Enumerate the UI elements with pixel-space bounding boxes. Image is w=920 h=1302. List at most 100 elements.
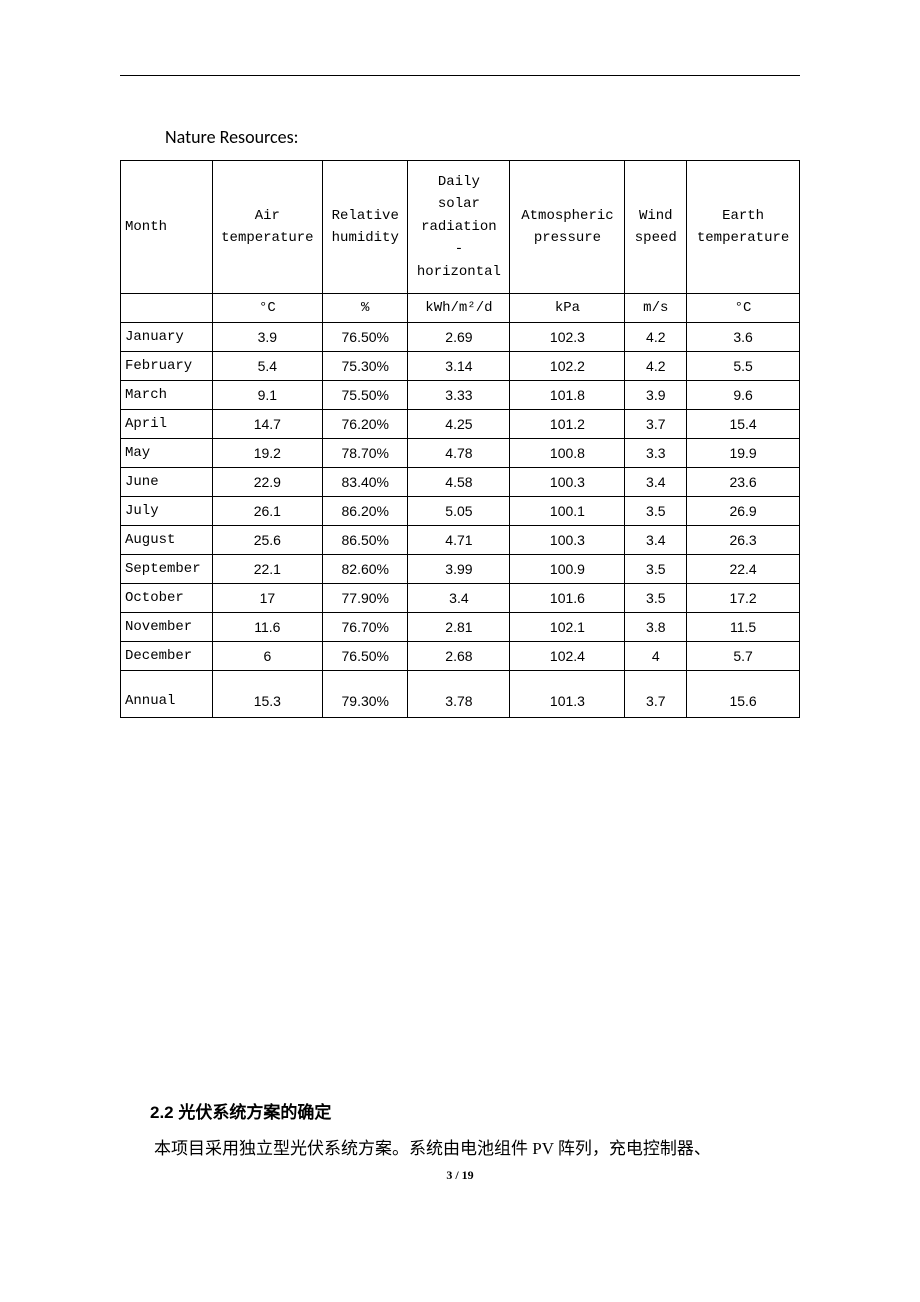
data-cell: 3.7: [625, 409, 687, 438]
data-cell: 3.4: [408, 583, 510, 612]
month-cell: November: [121, 612, 213, 641]
table-unit-cell: kWh/m²/d: [408, 293, 510, 322]
table-unit-cell: °C: [687, 293, 800, 322]
data-cell: 75.30%: [323, 351, 408, 380]
month-cell: December: [121, 641, 213, 670]
data-cell: 19.9: [687, 438, 800, 467]
data-cell: 17.2: [687, 583, 800, 612]
section-title: Nature Resources:: [165, 126, 800, 148]
data-cell: 3.5: [625, 554, 687, 583]
data-cell: 76.70%: [323, 612, 408, 641]
data-cell: 102.1: [510, 612, 625, 641]
data-cell: 100.9: [510, 554, 625, 583]
data-cell: 86.50%: [323, 525, 408, 554]
data-cell: 26.9: [687, 496, 800, 525]
table-row: April14.776.20%4.25101.23.715.4: [121, 409, 800, 438]
data-cell: 4.2: [625, 351, 687, 380]
data-cell: 26.3: [687, 525, 800, 554]
data-cell: 101.6: [510, 583, 625, 612]
data-cell: 5.05: [408, 496, 510, 525]
data-cell: 3.5: [625, 496, 687, 525]
data-cell: 75.50%: [323, 380, 408, 409]
table-header-cell: Windspeed: [625, 161, 687, 294]
table-unit-cell: m/s: [625, 293, 687, 322]
data-cell: 4.2: [625, 322, 687, 351]
data-cell: 9.1: [212, 380, 323, 409]
data-cell: 3.5: [625, 583, 687, 612]
table-row: February5.475.30%3.14102.24.25.5: [121, 351, 800, 380]
month-cell: January: [121, 322, 213, 351]
month-cell: April: [121, 409, 213, 438]
body-text: 本项目采用独立型光伏系统方案。系统由电池组件 PV 阵列，充电控制器、: [120, 1135, 800, 1162]
table-row: November11.676.70%2.81102.13.811.5: [121, 612, 800, 641]
month-cell: August: [121, 525, 213, 554]
table-row: October1777.90%3.4101.63.517.2: [121, 583, 800, 612]
data-cell: 101.8: [510, 380, 625, 409]
annual-data-cell: 3.78: [408, 670, 510, 717]
annual-data-cell: 15.3: [212, 670, 323, 717]
data-cell: 4.58: [408, 467, 510, 496]
data-cell: 78.70%: [323, 438, 408, 467]
data-cell: 4: [625, 641, 687, 670]
data-cell: 5.7: [687, 641, 800, 670]
data-cell: 3.4: [625, 525, 687, 554]
annual-data-cell: 79.30%: [323, 670, 408, 717]
table-header-cell: Month: [121, 161, 213, 294]
data-cell: 3.8: [625, 612, 687, 641]
month-cell: February: [121, 351, 213, 380]
data-cell: 11.5: [687, 612, 800, 641]
data-cell: 17: [212, 583, 323, 612]
header-rule: [120, 75, 800, 76]
data-cell: 6: [212, 641, 323, 670]
table-row: July26.186.20%5.05100.13.526.9: [121, 496, 800, 525]
data-cell: 22.1: [212, 554, 323, 583]
annual-month-cell: Annual: [121, 670, 213, 717]
table-header-cell: Earthtemperature: [687, 161, 800, 294]
data-cell: 102.4: [510, 641, 625, 670]
data-cell: 25.6: [212, 525, 323, 554]
table-unit-cell: [121, 293, 213, 322]
data-cell: 23.6: [687, 467, 800, 496]
data-cell: 100.8: [510, 438, 625, 467]
table-header-row: MonthAirtemperatureRelativehumidityDaily…: [121, 161, 800, 294]
month-cell: July: [121, 496, 213, 525]
data-cell: 22.9: [212, 467, 323, 496]
data-cell: 5.4: [212, 351, 323, 380]
data-cell: 76.50%: [323, 641, 408, 670]
data-cell: 9.6: [687, 380, 800, 409]
data-cell: 76.50%: [323, 322, 408, 351]
data-cell: 4.71: [408, 525, 510, 554]
data-cell: 26.1: [212, 496, 323, 525]
data-cell: 14.7: [212, 409, 323, 438]
data-cell: 3.14: [408, 351, 510, 380]
table-header-cell: Dailysolarradiation-horizontal: [408, 161, 510, 294]
table-row: September22.182.60%3.99100.93.522.4: [121, 554, 800, 583]
table-unit-cell: °C: [212, 293, 323, 322]
table-row: June22.983.40%4.58100.33.423.6: [121, 467, 800, 496]
annual-data-cell: 101.3: [510, 670, 625, 717]
month-cell: October: [121, 583, 213, 612]
table-unit-cell: %: [323, 293, 408, 322]
data-cell: 3.9: [212, 322, 323, 351]
month-cell: March: [121, 380, 213, 409]
data-cell: 2.68: [408, 641, 510, 670]
table-unit-cell: kPa: [510, 293, 625, 322]
table-unit-row: °C%kWh/m²/dkPam/s°C: [121, 293, 800, 322]
table-header-cell: Atmosphericpressure: [510, 161, 625, 294]
month-cell: September: [121, 554, 213, 583]
table-row: May19.278.70%4.78100.83.319.9: [121, 438, 800, 467]
annual-data-cell: 15.6: [687, 670, 800, 717]
data-cell: 83.40%: [323, 467, 408, 496]
nature-resources-table: MonthAirtemperatureRelativehumidityDaily…: [120, 160, 800, 718]
data-cell: 3.33: [408, 380, 510, 409]
table-row: March9.175.50%3.33101.83.99.6: [121, 380, 800, 409]
data-cell: 2.81: [408, 612, 510, 641]
data-cell: 4.78: [408, 438, 510, 467]
data-cell: 100.3: [510, 467, 625, 496]
data-cell: 15.4: [687, 409, 800, 438]
table-annual-row: Annual15.379.30%3.78101.33.715.6: [121, 670, 800, 717]
data-cell: 22.4: [687, 554, 800, 583]
data-cell: 101.2: [510, 409, 625, 438]
data-cell: 2.69: [408, 322, 510, 351]
data-cell: 76.20%: [323, 409, 408, 438]
